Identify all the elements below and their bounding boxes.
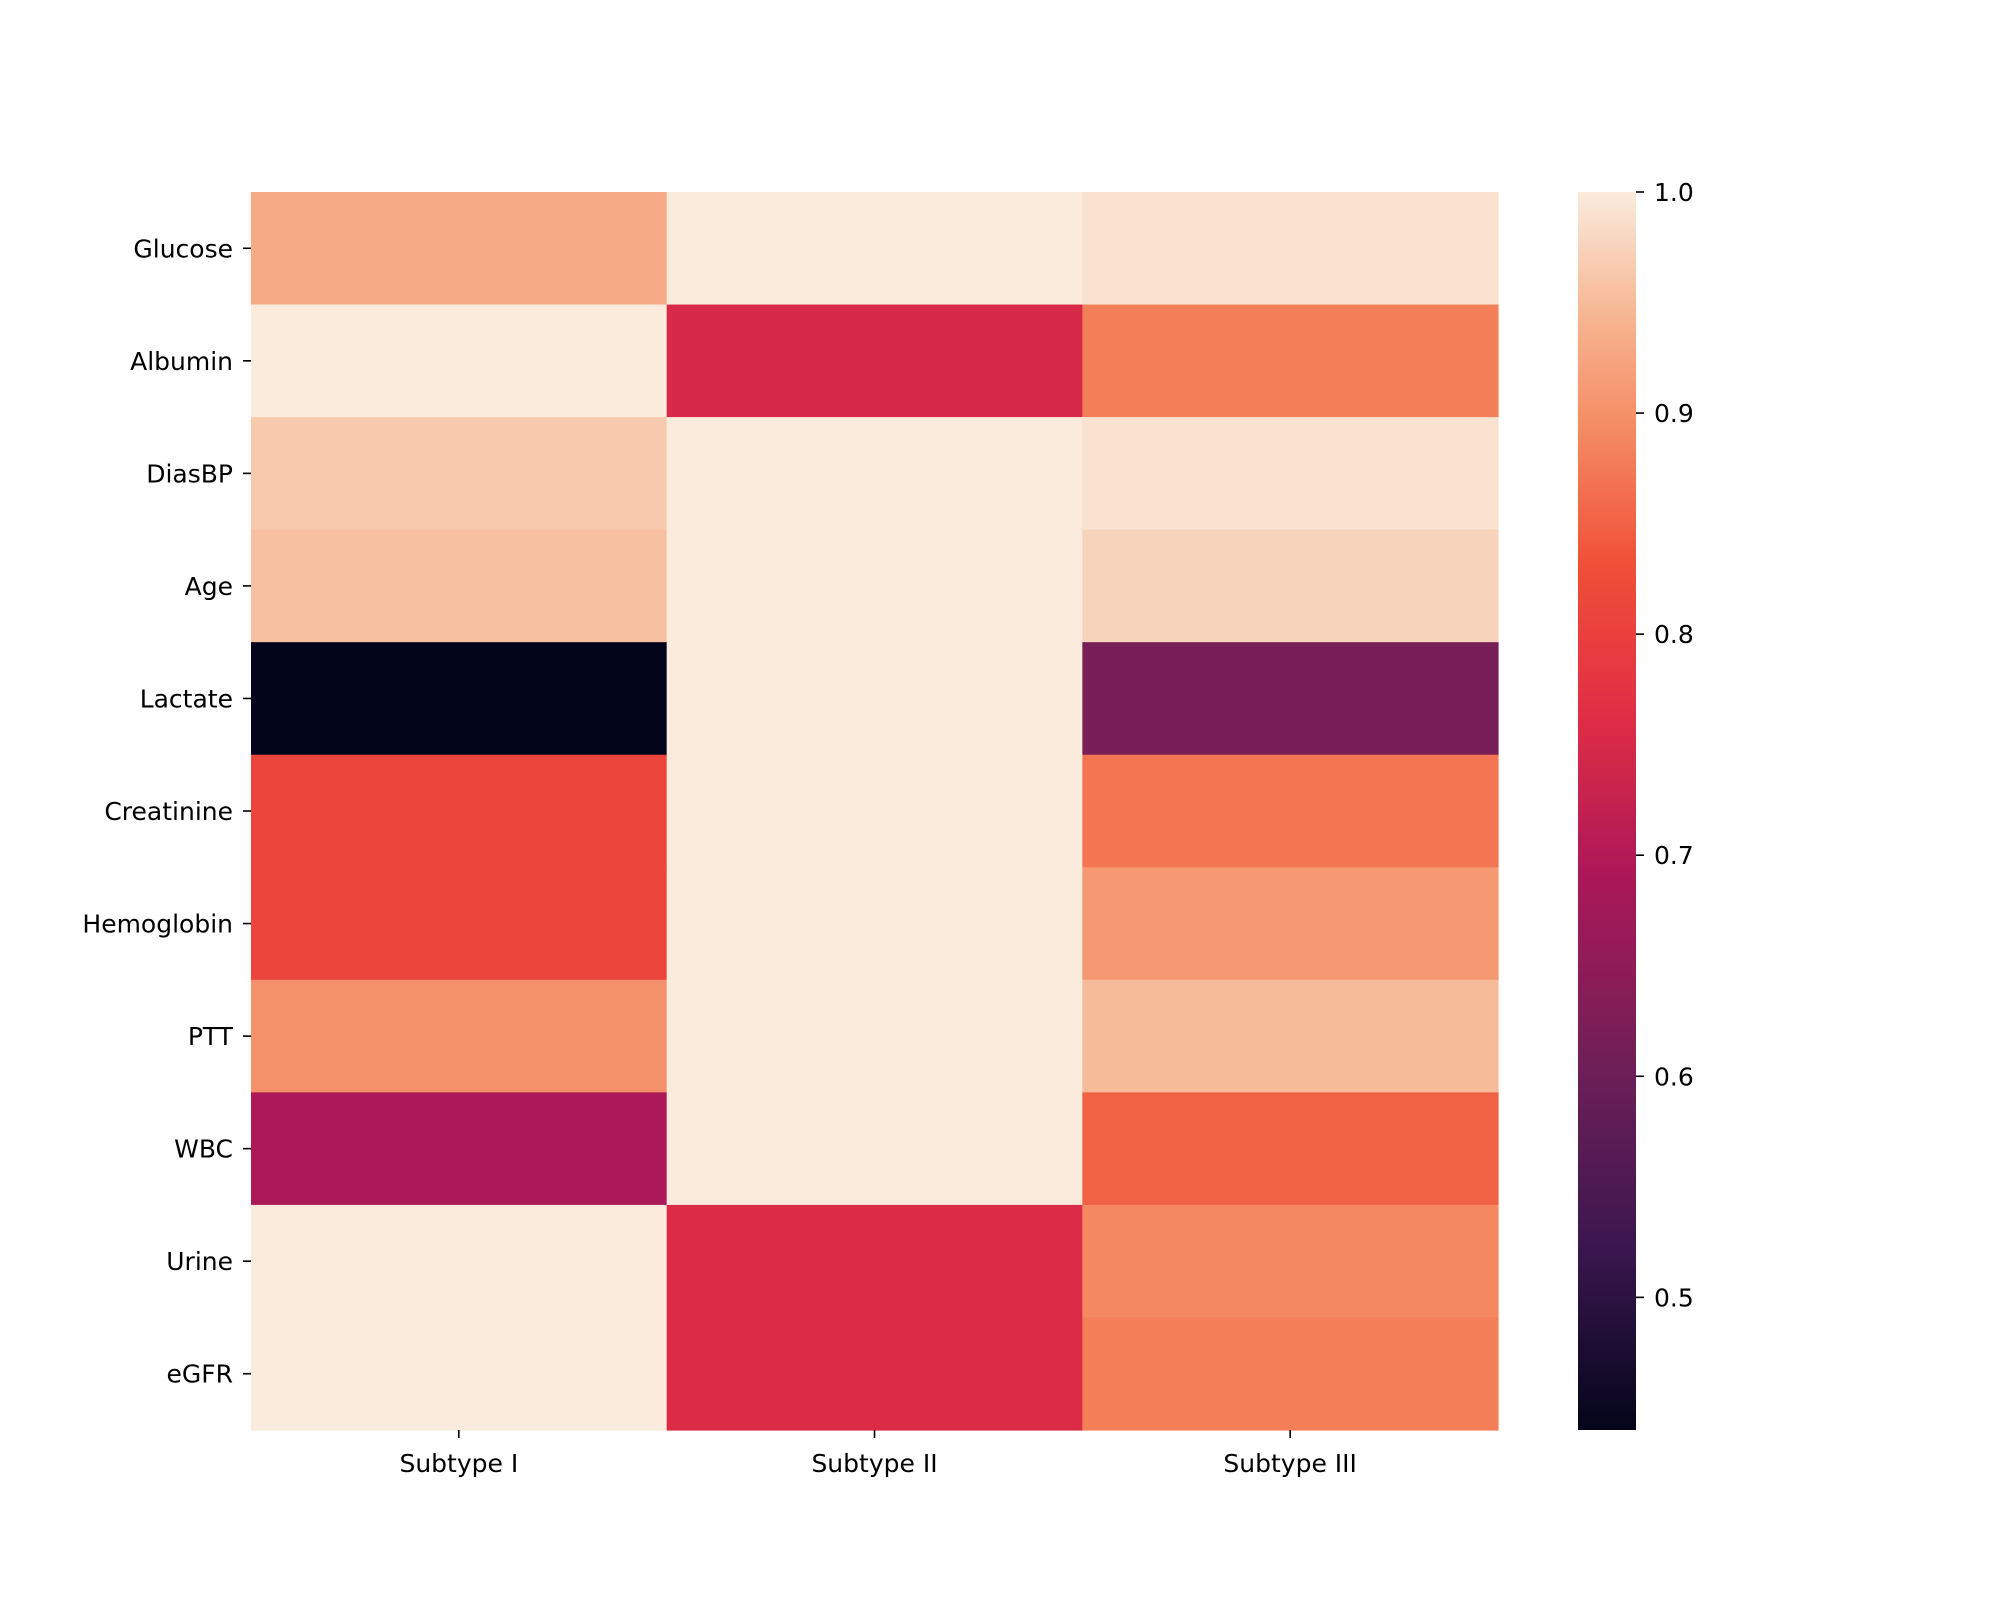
heatmap-cell [1082, 1204, 1499, 1319]
heatmap-cell [666, 867, 1083, 981]
heatmap-cell [666, 1317, 1083, 1431]
heatmap-cell [1082, 529, 1499, 643]
heatmap-cell [1082, 192, 1499, 306]
heatmap-cell [1082, 979, 1499, 1093]
heatmap-cell [251, 192, 668, 306]
y-tick-label: Lactate [140, 684, 233, 713]
y-tick-label: WBC [174, 1135, 233, 1164]
heatmap-cell [251, 979, 668, 1093]
heatmap-cell [251, 1092, 668, 1206]
y-tick-label: Albumin [130, 347, 233, 376]
y-tick-label: eGFR [166, 1360, 233, 1389]
heatmap-cell [666, 529, 1083, 643]
colorbar-tick-label: 0.5 [1654, 1283, 1694, 1312]
colorbar-tick-label: 0.8 [1654, 620, 1694, 649]
heatmap-cell [666, 642, 1083, 756]
x-axis: Subtype I Subtype II Subtype III [399, 1430, 1357, 1478]
heatmap-cell [1082, 304, 1499, 418]
y-tick-label: Age [185, 572, 233, 601]
heatmap-cell [1082, 754, 1499, 868]
heatmap-cell [251, 642, 668, 756]
heatmap-cell [666, 979, 1083, 1093]
colorbar-tick-label: 0.7 [1654, 841, 1694, 870]
y-tick-label: DiasBP [146, 459, 233, 488]
colorbar-gradient [1578, 192, 1636, 1430]
y-tick-label: Urine [166, 1247, 233, 1276]
x-tick-label: Subtype III [1223, 1449, 1357, 1478]
colorbar-tick-label: 1.0 [1654, 178, 1694, 207]
heatmap-cells [251, 192, 1499, 1431]
heatmap-cell [251, 867, 668, 981]
heatmap-cell [666, 1204, 1083, 1319]
heatmap-cell [666, 1092, 1083, 1206]
heatmap-cell [1082, 417, 1499, 531]
colorbar-tick-label: 0.9 [1654, 399, 1694, 428]
x-tick-label: Subtype I [399, 1449, 518, 1478]
heatmap-cell [251, 1317, 668, 1431]
heatmap-cell [666, 754, 1083, 868]
heatmap-cell [1082, 867, 1499, 981]
y-tick-label: Glucose [133, 234, 233, 263]
heatmap-cell [251, 1204, 668, 1319]
heatmap-cell [251, 529, 668, 643]
heatmap-cell [666, 192, 1083, 306]
y-tick-label: Creatinine [104, 797, 233, 826]
heatmap-cell [251, 417, 668, 531]
colorbar-tick-label: 0.6 [1654, 1062, 1694, 1091]
heatmap-cell [666, 304, 1083, 418]
heatmap-cell [666, 417, 1083, 531]
y-tick-label: PTT [188, 1022, 234, 1051]
x-tick-label: Subtype II [811, 1449, 937, 1478]
heatmap-cell [251, 304, 668, 418]
y-axis: Glucose Albumin DiasBP Age Lactate Creatinin… [82, 234, 251, 1389]
colorbar: 0.5 0.6 0.7 0.8 0.9 1.0 [1578, 178, 1694, 1430]
heatmap-cell [1082, 642, 1499, 756]
heatmap-cell [251, 754, 668, 868]
y-tick-label: Hemoglobin [82, 910, 233, 939]
heatmap-cell [1082, 1317, 1499, 1431]
heatmap-cell [1082, 1092, 1499, 1206]
